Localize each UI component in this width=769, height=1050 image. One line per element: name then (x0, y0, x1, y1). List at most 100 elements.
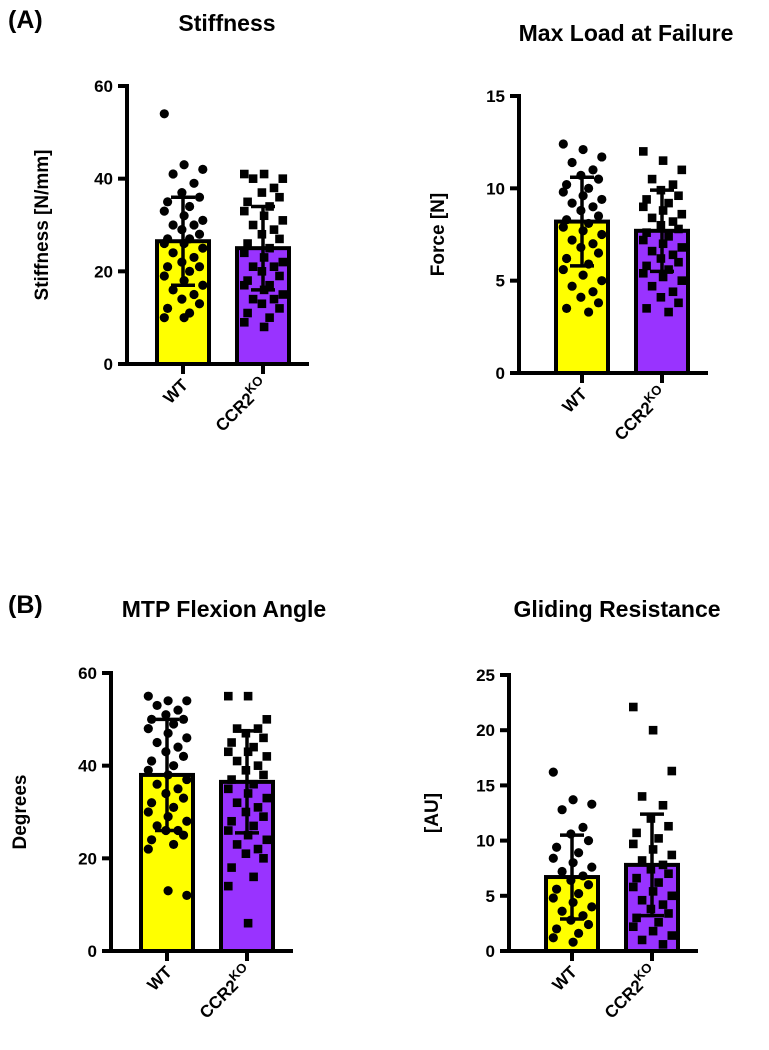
gliding-resistance-ytick-label: 15 (476, 776, 495, 795)
mtp-flexion-point-ko (249, 742, 258, 752)
max-load-point-wt (593, 211, 604, 221)
max-load-point-ko (658, 156, 668, 165)
max-load-point-ko (642, 195, 651, 204)
stiffness-point-ko (269, 183, 279, 193)
mtp-flexion-title: MTP Flexion Angle (122, 596, 326, 622)
max-load-point-wt (584, 218, 594, 229)
gliding-resistance-point-ko (637, 792, 647, 801)
gliding-resistance-category-label-wt: WT (549, 962, 582, 995)
gliding-resistance-point-wt (578, 822, 588, 832)
max-load-point-wt (562, 303, 572, 313)
max-load-point-ko (639, 235, 648, 245)
mtp-flexion-point-wt (169, 802, 179, 812)
mtp-flexion-point-ko (262, 715, 272, 724)
stiffness-point-ko (257, 188, 267, 197)
max-load-point-wt (562, 215, 572, 225)
gliding-resistance-point-ko (654, 917, 663, 927)
max-load-point-wt (597, 276, 607, 286)
max-load-errorbar-ko (650, 188, 674, 274)
gliding-resistance-point-ko (637, 856, 647, 865)
max-load-point-wt (558, 139, 568, 149)
max-load-point-wt (562, 180, 572, 190)
gliding-resistance-point-wt (587, 799, 597, 809)
gliding-resistance-point-wt (574, 848, 584, 858)
gliding-resistance-ytick-label: 5 (486, 887, 495, 906)
stiffness-chart: Stiffness Stiffness [N/mm] 0 20 40 60 WT CCR2KO (32, 10, 309, 435)
stiffness-point-wt (179, 313, 189, 323)
mtp-flexion-point-wt (182, 816, 192, 826)
gliding-resistance-point-wt (574, 888, 584, 899)
stiffness-point-ko (265, 243, 274, 253)
panel-label-b: (B) (8, 591, 43, 619)
max-load-point-wt (558, 187, 568, 197)
stiffness-point-ko (278, 216, 288, 225)
gliding-resistance-point-wt (574, 928, 584, 938)
max-load-point-wt (584, 307, 594, 317)
gliding-resistance-point-ko (648, 926, 658, 936)
stiffness-errorbar-wt (171, 195, 195, 287)
mtp-flexion-point-ko (262, 793, 272, 803)
stiffness-point-wt (159, 313, 169, 323)
stiffness-point-wt (194, 299, 205, 309)
gliding-resistance-point-ko (658, 800, 668, 810)
mtp-flexion-point-ko (227, 863, 236, 872)
gliding-resistance-chart: Gliding Resistance [AU] 0 5 10 15 20 25 WT CCR2KO (422, 596, 721, 1022)
mtp-flexion-point-ko (241, 849, 251, 858)
gliding-resistance-point-wt (552, 842, 562, 852)
max-load-ytick-label: 0 (496, 364, 505, 383)
mtp-flexion-point-wt (147, 798, 157, 808)
max-load-point-ko (647, 213, 657, 223)
max-load-point-ko (642, 261, 651, 271)
mtp-flexion-point-ko (259, 854, 268, 863)
max-load-ytick-label: 5 (496, 272, 505, 291)
max-load-point-ko (639, 147, 648, 156)
max-load-point-ko (656, 292, 666, 302)
stiffness-point-ko (269, 225, 279, 234)
stiffness-point-ko (240, 318, 249, 327)
max-load-category-label-ko: CCR2KO (608, 382, 671, 445)
mtp-flexion-errorbar-ko (235, 729, 259, 835)
mtp-flexion-point-ko (249, 872, 258, 882)
gliding-resistance-ytick-label: 20 (476, 721, 495, 740)
max-load-point-wt (597, 152, 607, 162)
stiffness-category-label-ko: CCR2KO (209, 373, 272, 436)
stiffness-point-ko (269, 262, 279, 271)
stiffness-point-wt (198, 215, 208, 225)
max-load-point-wt (588, 239, 598, 249)
stiffness-ytick-label: 60 (94, 77, 113, 96)
mtp-flexion-point-wt (178, 830, 189, 840)
max-load-point-wt (588, 287, 598, 297)
gliding-resistance-ytick-label: 10 (476, 832, 495, 851)
mtp-flexion-point-wt (152, 779, 162, 789)
mtp-flexion-point-wt (143, 765, 153, 775)
gliding-resistance-point-wt (583, 836, 594, 846)
stiffness-point-wt (198, 164, 208, 174)
max-load-point-ko (647, 246, 657, 256)
mtp-flexion-point-wt (163, 696, 173, 706)
stiffness-point-wt (189, 178, 199, 188)
gliding-resistance-point-wt (583, 919, 594, 930)
stiffness-point-wt (159, 109, 169, 119)
stiffness-point-wt (163, 303, 173, 313)
mtp-flexion-point-ko (224, 784, 233, 794)
mtp-flexion-point-ko (262, 752, 272, 761)
stiffness-point-ko (240, 206, 249, 216)
mtp-flexion-point-ko (249, 779, 258, 789)
max-load-point-ko (664, 232, 673, 241)
gliding-resistance-point-wt (548, 767, 558, 777)
max-load-point-wt (584, 183, 594, 193)
mtp-flexion-ytick-label: 20 (78, 849, 97, 868)
max-load-point-ko (668, 180, 678, 189)
mtp-flexion-point-wt (152, 737, 162, 748)
gliding-resistance-point-ko (637, 895, 647, 905)
max-load-point-wt (562, 253, 572, 264)
mtp-flexion-point-ko (232, 724, 242, 733)
max-load-point-ko (664, 265, 673, 274)
gliding-resistance-point-ko (667, 891, 677, 901)
gliding-resistance-point-ko (629, 922, 638, 932)
stiffness-point-ko (275, 234, 284, 244)
gliding-resistance-point-ko (632, 873, 641, 883)
max-load-point-wt (567, 235, 577, 245)
max-load-point-ko (674, 224, 683, 234)
max-load-point-wt (558, 264, 568, 275)
